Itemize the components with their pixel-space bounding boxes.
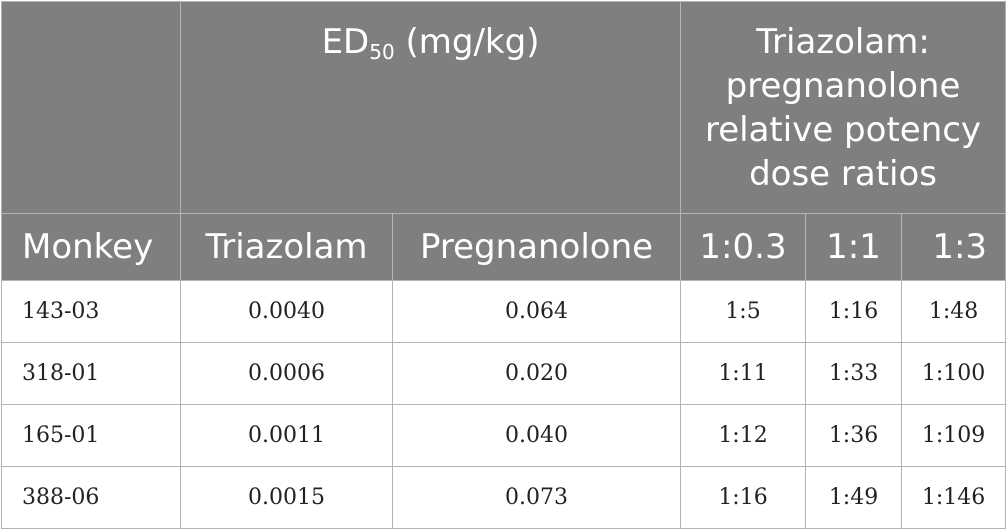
- ed50-group-header: ED50 (mg/kg): [179, 1, 682, 214]
- cell-triazolam-ed50: 0.0011: [180, 404, 393, 467]
- cell-triazolam-ed50: 0.0006: [180, 342, 393, 405]
- column-header-pregnanolone: Pregnanolone: [391, 213, 682, 281]
- cell-ratio-1-1: 1:49: [805, 466, 903, 529]
- cell-triazolam-ed50: 0.0040: [180, 280, 393, 343]
- cell-monkey: 318-01: [1, 342, 181, 405]
- cell-pregnanolone-ed50: 0.040: [391, 404, 682, 467]
- cell-ratio-1-3: 1:146: [901, 466, 1006, 529]
- cell-triazolam-ed50: 0.0015: [180, 466, 393, 529]
- column-header-ratio-1-1: 1:1: [805, 213, 903, 281]
- column-header-ratio-1-3: 1:3: [901, 213, 1006, 281]
- cell-ratio-1-1: 1:16: [805, 280, 903, 343]
- table-row: 143-03 0.0040 0.064 1:5 1:16 1:48: [1, 280, 1006, 343]
- ratio-group-header: Triazolam: pregnanolone relative potency…: [680, 1, 1006, 214]
- cell-ratio-1-0.3: 1:5: [680, 280, 807, 343]
- table-row: 318-01 0.0006 0.020 1:11 1:33 1:100: [1, 342, 1006, 405]
- cell-monkey: 143-03: [1, 280, 181, 343]
- cell-pregnanolone-ed50: 0.073: [391, 466, 682, 529]
- cell-ratio-1-0.3: 1:16: [680, 466, 807, 529]
- column-header-ratio-1-0.3: 1:0.3: [680, 213, 807, 281]
- cell-ratio-1-1: 1:33: [805, 342, 903, 405]
- cell-ratio-1-0.3: 1:12: [680, 404, 807, 467]
- cell-monkey: 165-01: [1, 404, 181, 467]
- header-row-columns: Monkey Triazolam Pregnanolone 1:0.3 1:1 …: [1, 213, 1006, 281]
- cell-ratio-1-1: 1:36: [805, 404, 903, 467]
- cell-ratio-1-3: 1:109: [901, 404, 1006, 467]
- cell-pregnanolone-ed50: 0.020: [391, 342, 682, 405]
- header-row-group: ED50 (mg/kg) Triazolam: pregnanolone rel…: [1, 1, 1006, 214]
- header-empty-cell: [1, 1, 181, 214]
- cell-monkey: 388-06: [1, 466, 181, 529]
- table-row: 388-06 0.0015 0.073 1:16 1:49 1:146: [1, 466, 1006, 529]
- cell-ratio-1-0.3: 1:11: [680, 342, 807, 405]
- cell-ratio-1-3: 1:100: [901, 342, 1006, 405]
- column-header-monkey: Monkey: [1, 213, 181, 281]
- table-row: 165-01 0.0011 0.040 1:12 1:36 1:109: [1, 404, 1006, 467]
- cell-pregnanolone-ed50: 0.064: [391, 280, 682, 343]
- table-body: 143-03 0.0040 0.064 1:5 1:16 1:48 318-01…: [1, 280, 1006, 529]
- table-header: ED50 (mg/kg) Triazolam: pregnanolone rel…: [1, 1, 1006, 281]
- column-header-triazolam: Triazolam: [180, 213, 393, 281]
- cell-ratio-1-3: 1:48: [901, 280, 1006, 343]
